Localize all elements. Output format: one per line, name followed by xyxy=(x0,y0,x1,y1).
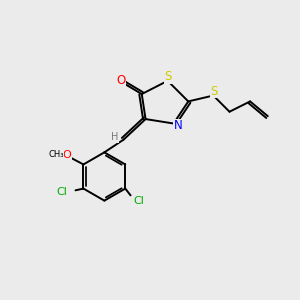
Text: Cl: Cl xyxy=(134,196,144,206)
Text: S: S xyxy=(165,70,172,83)
Text: CH₃: CH₃ xyxy=(48,150,64,159)
Text: O: O xyxy=(62,150,71,160)
Text: O: O xyxy=(116,74,125,87)
Text: S: S xyxy=(210,85,218,98)
Text: Cl: Cl xyxy=(56,187,68,196)
Text: H: H xyxy=(111,132,118,142)
Text: N: N xyxy=(174,119,182,132)
